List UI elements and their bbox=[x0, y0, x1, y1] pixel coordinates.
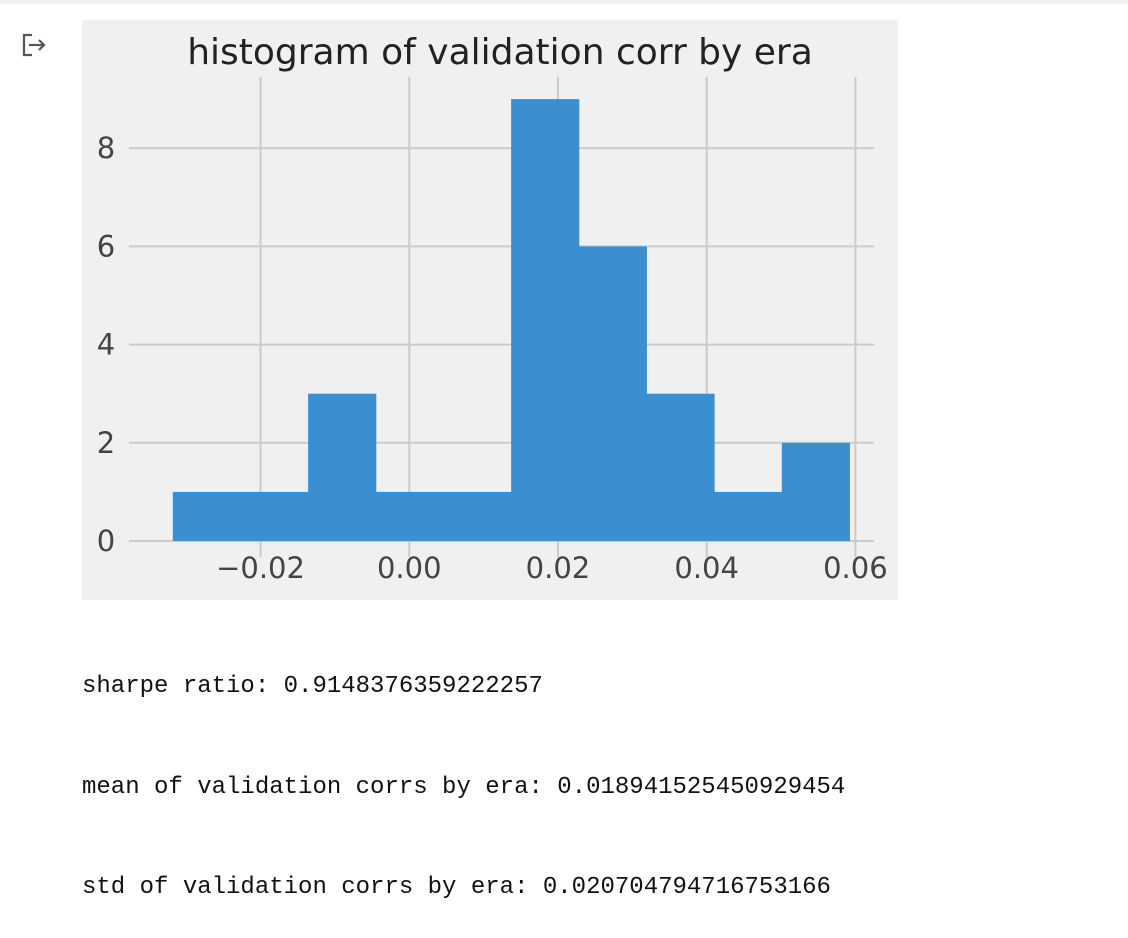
histogram-bar-5 bbox=[511, 99, 580, 541]
mean-corr-line: mean of validation corrs by era: 0.01894… bbox=[82, 773, 846, 801]
y-tick-label-1: 2 bbox=[97, 426, 115, 460]
histogram-bar-0 bbox=[172, 491, 241, 541]
histogram-bar-3 bbox=[375, 491, 444, 541]
y-tick-label-4: 8 bbox=[97, 131, 115, 165]
histogram-bar-2 bbox=[308, 393, 377, 541]
y-tick-label-2: 4 bbox=[97, 328, 115, 362]
y-tick-label-3: 6 bbox=[97, 229, 115, 263]
histogram-bar-6 bbox=[578, 246, 647, 541]
x-tick-label-4: 0.06 bbox=[823, 551, 888, 585]
histogram-bar-9 bbox=[781, 442, 850, 541]
histogram-chart: histogram of validation corr by era −0.0… bbox=[97, 32, 888, 585]
output-arrow-icon[interactable] bbox=[20, 30, 50, 60]
cell-top-border bbox=[0, 0, 1128, 4]
x-tick-label-0: −0.02 bbox=[216, 551, 305, 585]
histogram-bar-8 bbox=[714, 491, 783, 541]
histogram-bar-1 bbox=[240, 491, 309, 541]
chart-title: histogram of validation corr by era bbox=[187, 32, 813, 73]
x-tick-label-2: 0.02 bbox=[526, 551, 591, 585]
histogram-bar-4 bbox=[443, 491, 512, 541]
y-tick-label-0: 0 bbox=[97, 524, 115, 558]
grid-lines bbox=[129, 77, 874, 557]
tick-labels: −0.02 0.00 0.02 0.04 0.06 0 2 4 6 8 bbox=[97, 131, 888, 585]
x-tick-label-1: 0.00 bbox=[377, 551, 442, 585]
histogram-figure: histogram of validation corr by era −0.0… bbox=[82, 20, 898, 600]
x-tick-label-3: 0.04 bbox=[674, 551, 739, 585]
histogram-bar-7 bbox=[646, 393, 715, 541]
histogram-bars bbox=[172, 99, 850, 541]
sharpe-ratio-line: sharpe ratio: 0.9148376359222257 bbox=[82, 673, 543, 700]
cell-output-text: sharpe ratio: 0.9148376359222257 mean of… bbox=[82, 603, 845, 938]
std-corr-line: std of validation corrs by era: 0.020704… bbox=[82, 874, 831, 901]
